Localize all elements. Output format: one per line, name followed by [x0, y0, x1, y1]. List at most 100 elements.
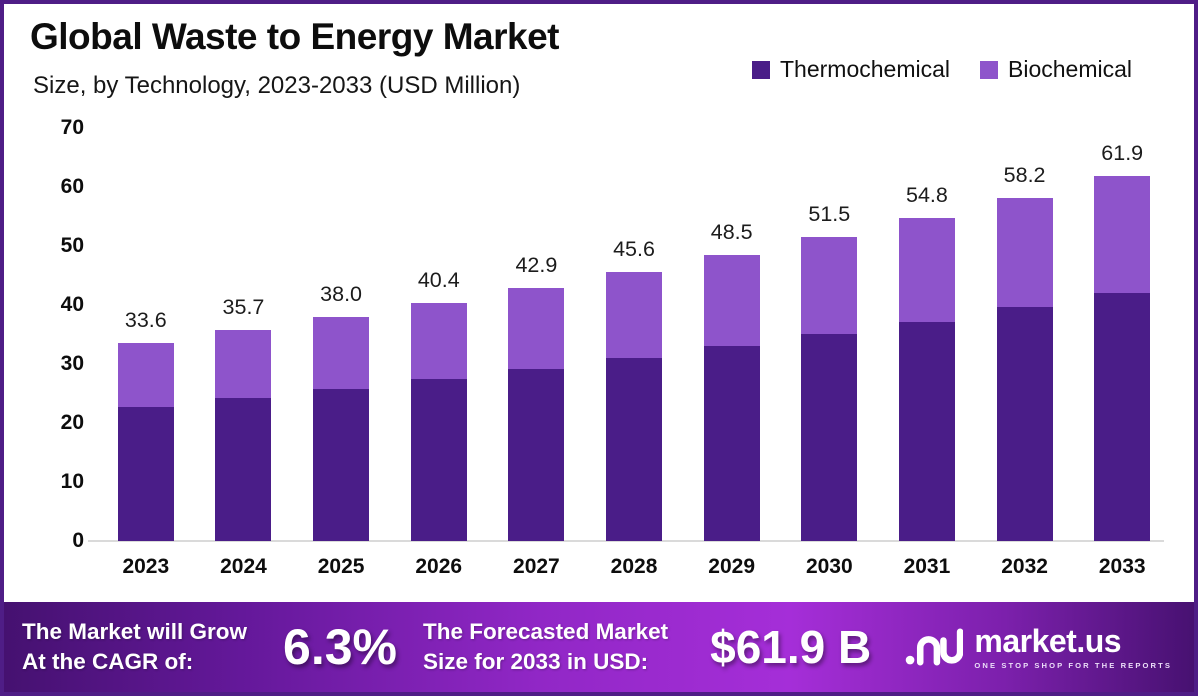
- legend-item-thermochemical: Thermochemical: [752, 56, 950, 83]
- x-axis-label-2033: 2033: [1098, 555, 1146, 578]
- logo-tagline: ONE STOP SHOP FOR THE REPORTS: [974, 660, 1172, 670]
- biochemical-swatch-icon: [980, 60, 998, 79]
- biochemical-segment-2025: [313, 317, 370, 389]
- thermochemical-segment-2033: [1094, 293, 1151, 541]
- x-axis-label-2032: 2032: [1001, 555, 1048, 578]
- thermochemical-segment-2025: [313, 389, 370, 541]
- bar-total-label-2030: 51.5: [808, 202, 851, 226]
- bar-total-label-2027: 42.9: [515, 253, 558, 277]
- stacked-bar-2023: [117, 343, 174, 541]
- x-axis-label-2024: 2024: [220, 555, 267, 578]
- forecast-caption-line1: The Forecasted Market: [423, 619, 669, 645]
- x-axis-label-2023: 2023: [122, 555, 170, 578]
- bar-total-label-2029: 48.5: [710, 220, 753, 244]
- bar-total-label-2032: 58.2: [1003, 163, 1046, 187]
- stacked-bar-2028: [606, 272, 663, 541]
- biochemical-segment-2026: [410, 303, 467, 379]
- page-subtitle: Size, by Technology, 2023-2033 (USD Mill…: [33, 72, 521, 99]
- y-axis-tick-label: 60: [60, 175, 84, 198]
- cagr-value: 6.3%: [283, 619, 398, 675]
- legend-label-thermochemical: Thermochemical: [780, 56, 950, 82]
- stacked-bar-2032: [996, 198, 1053, 541]
- biochemical-segment-2033: [1094, 176, 1151, 293]
- stacked-bar-2027: [508, 288, 565, 541]
- bar-slot-2031: 54.8 2031: [878, 128, 976, 578]
- x-axis-label-2031: 2031: [903, 555, 951, 578]
- bar-total-label-2023: 33.6: [124, 308, 167, 332]
- y-axis-tick-label: 10: [60, 470, 84, 493]
- bar-slot-2030: 51.5 2030: [780, 128, 878, 578]
- stacked-bar-2033: [1094, 176, 1151, 541]
- thermochemical-segment-2024: [215, 398, 272, 541]
- forecast-caption-line2: Size for 2033 in USD:: [423, 649, 649, 674]
- y-axis-tick-label: 40: [60, 293, 84, 316]
- biochemical-segment-2027: [508, 288, 565, 369]
- stacked-bar-2026: [410, 303, 467, 541]
- x-axis-label-2030: 2030: [805, 555, 853, 578]
- x-axis-label-2029: 2029: [708, 555, 756, 578]
- thermochemical-segment-2030: [801, 334, 858, 541]
- biochemical-segment-2023: [117, 343, 174, 407]
- forecast-value: $61.9 B: [710, 621, 872, 673]
- y-axis-tick-label: 50: [60, 234, 84, 257]
- bar-total-label-2031: 54.8: [906, 183, 948, 207]
- bar-slot-2029: 48.5 2029: [683, 128, 781, 578]
- y-axis-tick-label: 0: [72, 529, 84, 552]
- biochemical-segment-2030: [801, 237, 858, 334]
- bar-slot-2028: 45.6 2028: [585, 128, 683, 578]
- thermochemical-segment-2023: [117, 407, 174, 541]
- thermochemical-segment-2032: [996, 307, 1053, 541]
- bar-total-label-2033: 61.9: [1101, 141, 1144, 165]
- bar-slot-2026: 40.4 2026: [390, 128, 488, 578]
- biochemical-segment-2029: [703, 255, 760, 346]
- stacked-bar-2025: [313, 317, 370, 541]
- x-axis-label-2027: 2027: [513, 555, 560, 578]
- biochemical-segment-2028: [606, 272, 663, 358]
- x-axis-line: [88, 540, 1164, 542]
- logo-text-block: market.us ONE STOP SHOP FOR THE REPORTS: [974, 625, 1172, 670]
- stacked-bar-2030: [801, 237, 858, 541]
- market-us-logo: market.us ONE STOP SHOP FOR THE REPORTS: [905, 625, 1172, 670]
- y-axis-tick-label: 30: [60, 352, 84, 375]
- y-axis-tick-label: 70: [60, 116, 84, 139]
- cagr-caption-line1: The Market will Grow: [22, 619, 248, 645]
- bar-total-label-2028: 45.6: [613, 237, 655, 261]
- bar-slot-2027: 42.9 2027: [488, 128, 586, 578]
- bar-total-label-2025: 38.0: [320, 282, 363, 306]
- bar-slot-2025: 38.0 2025: [292, 128, 390, 578]
- y-axis-tick-label: 20: [60, 411, 84, 434]
- bar-total-label-2026: 40.4: [417, 268, 460, 292]
- cagr-caption-line2: At the CAGR of:: [22, 649, 194, 674]
- x-axis-label-2026: 2026: [415, 555, 463, 578]
- bar-slot-2032: 58.2 2032: [976, 128, 1074, 578]
- legend-item-biochemical: Biochemical: [980, 56, 1132, 83]
- biochemical-segment-2024: [215, 330, 272, 398]
- bar-chart-plot-area: 33.6 2023 35.7 2024 38.0 2025 40.4 2026 42.9 2027…: [97, 128, 1171, 578]
- legend-label-biochemical: Biochemical: [1008, 56, 1132, 82]
- x-axis-label-2025: 2025: [317, 555, 365, 578]
- biochemical-segment-2031: [898, 218, 955, 322]
- bar-slot-2024: 35.7 2024: [195, 128, 293, 578]
- cagr-caption: The Market will Grow At the CAGR of:: [22, 617, 247, 676]
- thermochemical-segment-2029: [703, 346, 760, 541]
- x-axis-label-2028: 2028: [610, 555, 658, 578]
- thermochemical-segment-2031: [898, 322, 955, 541]
- bar-slot-2033: 61.9 2033: [1073, 128, 1171, 578]
- thermochemical-segment-2027: [508, 369, 565, 541]
- bar-total-label-2024: 35.7: [222, 295, 265, 319]
- stacked-bar-2031: [898, 218, 955, 541]
- thermochemical-segment-2026: [410, 379, 467, 541]
- page-title: Global Waste to Energy Market: [30, 16, 559, 57]
- market-us-logo-icon: [906, 628, 964, 666]
- thermochemical-segment-2028: [606, 358, 663, 541]
- y-axis: 0 10 20 30 40 50 60 70: [32, 116, 84, 552]
- stacked-bar-2029: [703, 255, 760, 541]
- forecast-caption: The Forecasted Market Size for 2033 in U…: [423, 617, 668, 676]
- logo-name: market.us: [974, 622, 1122, 659]
- footer-banner: The Market will Grow At the CAGR of: 6.3…: [4, 602, 1194, 692]
- bar-slot-2023: 33.6 2023: [97, 128, 195, 578]
- stacked-bar-2024: [215, 330, 272, 541]
- thermochemical-swatch-icon: [752, 60, 770, 79]
- legend: Thermochemical Biochemical: [752, 56, 1132, 83]
